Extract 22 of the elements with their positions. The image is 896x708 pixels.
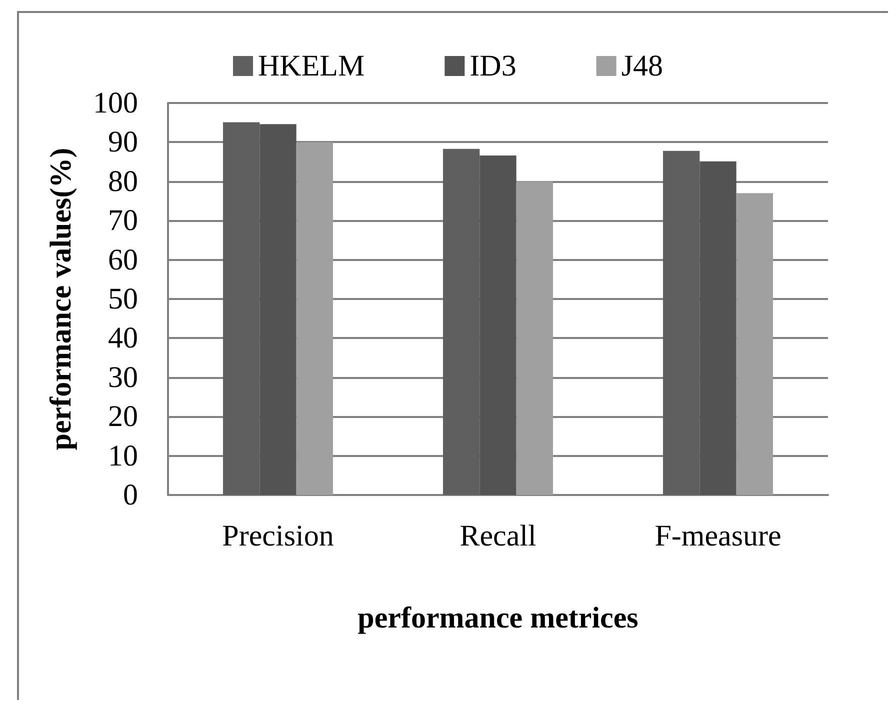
y-tick-label: 30	[108, 360, 138, 394]
y-tick-label: 70	[108, 204, 138, 238]
x-tick-label: Precision	[222, 520, 334, 552]
x-tick-label: Recall	[460, 520, 536, 552]
bar	[516, 181, 553, 495]
legend-label: J48	[621, 50, 664, 82]
x-tick-label: F-measure	[654, 520, 782, 552]
legend-label: ID3	[470, 50, 516, 82]
y-tick-label: 10	[108, 439, 138, 472]
y-tick-label: 0	[123, 478, 138, 512]
y-tick-label: 50	[108, 282, 138, 316]
bar	[736, 193, 773, 495]
y-tick-label: 90	[108, 126, 138, 159]
legend-label: HKELM	[258, 50, 365, 82]
y-axis-title: performance values(%)	[44, 148, 78, 450]
y-tick-label: 40	[108, 322, 138, 355]
bar	[296, 142, 333, 495]
y-tick-label: 80	[108, 164, 138, 198]
x-axis-title: performance metrices	[358, 602, 638, 634]
y-tick-label: 20	[108, 400, 138, 434]
y-tick-label: 100	[93, 86, 138, 120]
y-tick-label: 60	[108, 243, 138, 276]
